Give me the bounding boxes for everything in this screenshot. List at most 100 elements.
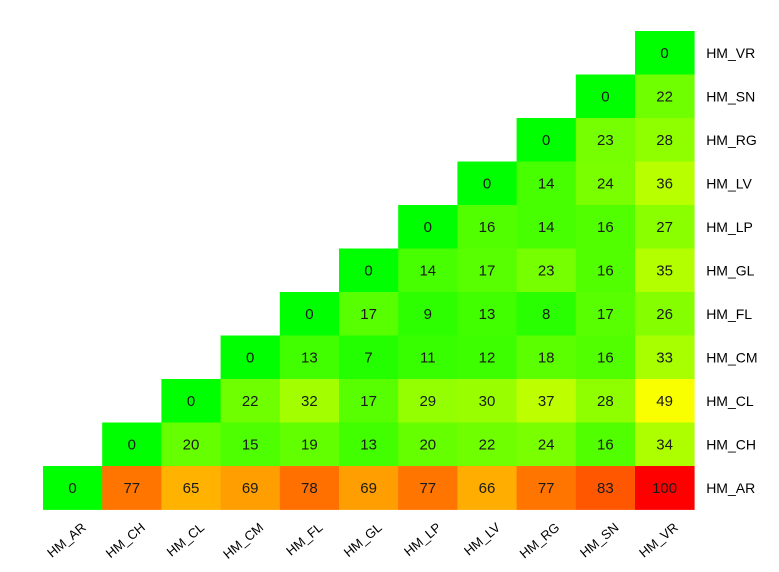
heatmap-value-HM_AR-HM_LV: 66	[479, 480, 496, 497]
row-label-HM_CH: HM_CH	[706, 436, 756, 452]
heatmap-cell-HM_CL-HM_CL	[161, 379, 221, 423]
heatmap-value-HM_CM-HM_CM: 0	[246, 349, 254, 366]
heatmap-value-HM_CL-HM_CM: 22	[242, 393, 259, 410]
heatmap-cell-HM_CM-HM_FL	[279, 335, 340, 380]
heatmap-cell-HM_CM-HM_LV	[457, 335, 517, 380]
row-label-HM_AR: HM_AR	[706, 480, 755, 496]
column-label-HM_AR: HM_AR	[44, 520, 89, 561]
heatmap-value-HM_CH-HM_LV: 22	[479, 436, 496, 453]
heatmap-value-HM_CM-HM_RG: 18	[538, 349, 555, 366]
column-labels: HM_AR HM_CH HM_CL HM_CM HM_FL HM_GL HM_LP HM_LV…	[44, 519, 681, 561]
heatmap-value-HM_AR-HM_AR: 0	[68, 480, 76, 497]
column-label-HM_VR: HM_VR	[636, 520, 681, 561]
heatmap-cell-HM_AR-HM_FL	[279, 466, 340, 510]
heatmap-value-HM_CH-HM_CH: 0	[128, 436, 136, 453]
heatmap-cell-HM_LP-HM_LP	[398, 205, 458, 249]
heatmap-cell-HM_CH-HM_VR	[635, 422, 695, 467]
column-label-HM_FL: HM_FL	[283, 520, 325, 559]
heatmap-cell-HM_LV-HM_RG	[516, 161, 577, 206]
heatmap-cell-HM_LP-HM_SN	[575, 205, 636, 249]
row-labels: HM_VR HM_SN HM_RG HM_LV HM_LP HM_GL HM_FL HM_CM…	[706, 45, 757, 496]
heatmap-value-HM_AR-HM_CL: 65	[183, 480, 200, 497]
heatmap-value-HM_LP-HM_RG: 14	[538, 219, 555, 236]
row-label-HM_RG: HM_RG	[706, 132, 757, 148]
heatmap-value-HM_LV-HM_RG: 14	[538, 175, 555, 192]
heatmap-value-HM_CH-HM_GL: 13	[360, 436, 377, 453]
heatmap-cell-HM_CM-HM_LP	[398, 335, 458, 380]
heatmap-value-HM_CH-HM_VR: 34	[656, 436, 673, 453]
row-label-HM_CL: HM_CL	[706, 393, 754, 409]
heatmap-cell-HM_AR-HM_CM	[220, 466, 281, 510]
heatmap-value-HM_CH-HM_FL: 19	[301, 436, 318, 453]
heatmap-value-HM_CL-HM_GL: 17	[360, 393, 377, 410]
heatmap-cell-HM_RG-HM_SN	[575, 118, 636, 162]
heatmap-value-HM_RG-HM_SN: 23	[597, 132, 614, 149]
heatmap-cell-HM_CL-HM_VR	[635, 379, 695, 423]
heatmap-cell-HM_AR-HM_SN	[575, 466, 636, 510]
heatmap-cell-HM_CH-HM_GL	[339, 422, 399, 467]
heatmap-cell-HM_AR-HM_CH	[102, 466, 162, 510]
heatmap-cell-HM_CH-HM_LV	[457, 422, 517, 467]
heatmap-cell-HM_VR-HM_VR	[635, 31, 695, 75]
heatmap-value-HM_AR-HM_GL: 69	[360, 480, 377, 497]
heatmap-cell-HM_CM-HM_RG	[516, 335, 577, 380]
heatmap-cell-HM_FL-HM_RG	[516, 292, 577, 336]
heatmap-value-HM_CH-HM_LP: 20	[419, 436, 436, 453]
heatmap-value-HM_AR-HM_RG: 77	[538, 480, 555, 497]
column-label-HM_LP: HM_LP	[401, 520, 444, 559]
heatmap-value-HM_FL-HM_LV: 13	[479, 306, 496, 323]
heatmap-value-HM_CM-HM_SN: 16	[597, 349, 614, 366]
heatmap-value-HM_AR-HM_LP: 77	[419, 480, 436, 497]
heatmap-value-HM_CL-HM_SN: 28	[597, 393, 614, 410]
heatmap-cell-HM_FL-HM_FL	[279, 292, 340, 336]
heatmap-value-HM_GL-HM_RG: 23	[538, 262, 555, 279]
heatmap-cell-HM_RG-HM_RG	[516, 118, 577, 162]
heatmap-value-HM_CL-HM_VR: 49	[656, 393, 673, 410]
heatmap-value-HM_CL-HM_LP: 29	[419, 393, 436, 410]
heatmap-value-HM_LP-HM_LP: 0	[424, 219, 432, 236]
heatmap-value-HM_GL-HM_SN: 16	[597, 262, 614, 279]
column-label-HM_SN: HM_SN	[577, 520, 622, 561]
heatmap-value-HM_SN-HM_VR: 22	[656, 88, 673, 105]
heatmap-value-HM_RG-HM_VR: 28	[656, 132, 673, 149]
column-label-HM_RG: HM_RG	[517, 520, 563, 562]
heatmap-value-HM_CL-HM_FL: 32	[301, 393, 318, 410]
heatmap-cells: 0 0 22 0 23 28 0 14 24 36 0 16 14 16 27 0 14 17 23 16 35 0 17 9…	[43, 31, 695, 510]
heatmap-cell-HM_GL-HM_LP	[398, 248, 458, 293]
heatmap-value-HM_FL-HM_SN: 17	[597, 306, 614, 323]
heatmap-value-HM_GL-HM_VR: 35	[656, 262, 673, 279]
heatmap-cell-HM_CL-HM_RG	[516, 379, 577, 423]
column-label-HM_CH: HM_CH	[103, 520, 148, 561]
heatmap-cell-HM_AR-HM_RG	[516, 466, 577, 510]
heatmap-cell-HM_GL-HM_VR	[635, 248, 695, 293]
heatmap-value-HM_CH-HM_CL: 20	[183, 436, 200, 453]
heatmap-cell-HM_RG-HM_VR	[635, 118, 695, 162]
heatmap-cell-HM_CH-HM_FL	[279, 422, 340, 467]
row-label-HM_FL: HM_FL	[706, 306, 752, 322]
heatmap-cell-HM_CL-HM_FL	[279, 379, 340, 423]
heatmap-cell-HM_CL-HM_LV	[457, 379, 517, 423]
row-label-HM_LP: HM_LP	[706, 219, 753, 235]
heatmap-value-HM_CL-HM_LV: 30	[479, 393, 496, 410]
heatmap-value-HM_CL-HM_CL: 0	[187, 393, 195, 410]
column-label-HM_GL: HM_GL	[341, 520, 385, 560]
row-label-HM_SN: HM_SN	[706, 88, 755, 104]
heatmap-value-HM_LP-HM_VR: 27	[656, 219, 673, 236]
heatmap-cell-HM_AR-HM_CL	[161, 466, 221, 510]
heatmap-value-HM_FL-HM_GL: 17	[360, 306, 377, 323]
heatmap-value-HM_AR-HM_FL: 78	[301, 480, 318, 497]
column-label-HM_LV: HM_LV	[461, 519, 503, 558]
heatmap-cell-HM_GL-HM_RG	[516, 248, 577, 293]
heatmap-cell-HM_CH-HM_LP	[398, 422, 458, 467]
heatmap-cell-HM_AR-HM_VR	[635, 466, 695, 510]
heatmap-cell-HM_GL-HM_SN	[575, 248, 636, 293]
heatmap-value-HM_LV-HM_LV: 0	[483, 175, 491, 192]
column-label-HM_CM: HM_CM	[220, 520, 266, 562]
heatmap-cell-HM_SN-HM_VR	[635, 74, 695, 119]
heatmap-cell-HM_CM-HM_SN	[575, 335, 636, 380]
heatmap-value-HM_LP-HM_SN: 16	[597, 219, 614, 236]
heatmap-value-HM_CH-HM_SN: 16	[597, 436, 614, 453]
heatmap-cell-HM_LV-HM_VR	[635, 161, 695, 206]
heatmap-cell-HM_FL-HM_LV	[457, 292, 517, 336]
